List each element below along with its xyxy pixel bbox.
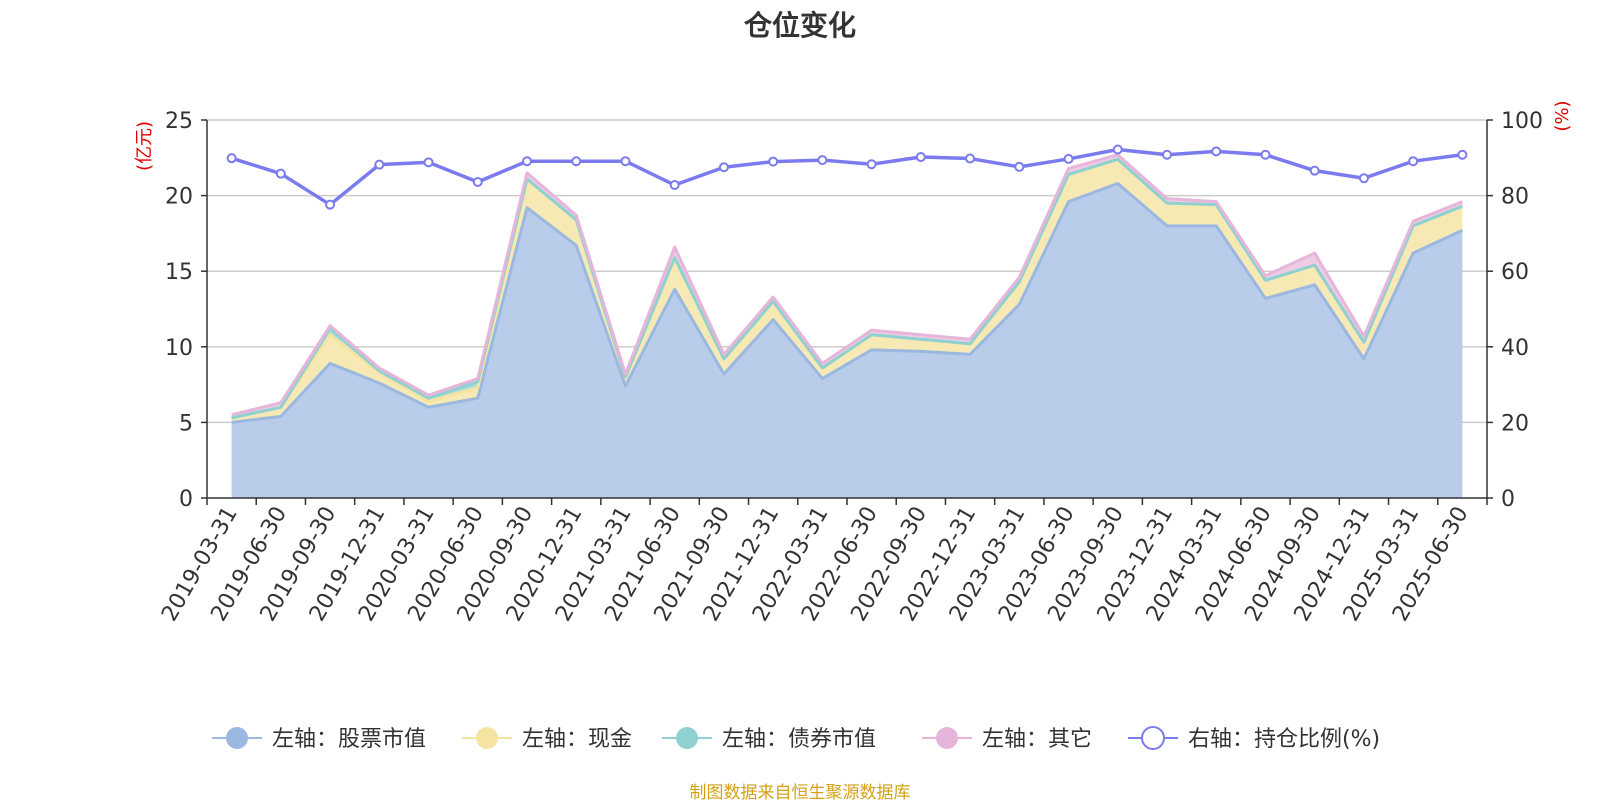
ratio-point-17 [1063, 153, 1074, 164]
ratio-point-12 [817, 155, 828, 166]
ratio-line [231, 147, 1463, 207]
legend-marker-3 [936, 727, 958, 749]
ratio-point-2 [325, 199, 336, 210]
ratio-point-10 [718, 162, 729, 173]
legend-marker-1 [476, 727, 498, 749]
y-left-tick-label-1: 5 [179, 411, 193, 436]
legend-marker-2 [676, 727, 698, 749]
y-left-tick-label-2: 10 [165, 336, 193, 361]
legend-label-3: 左轴：其它 [982, 727, 1092, 752]
ratio-point-7 [571, 156, 582, 167]
area-line-series-2 [231, 157, 1463, 420]
legend-label-1: 左轴：现金 [522, 727, 632, 752]
ratio-point-15 [965, 153, 976, 164]
area-series-0 [231, 183, 1463, 498]
legend-label-0: 左轴：股票市值 [272, 727, 426, 752]
y-left-tick-label-3: 15 [165, 260, 193, 285]
legend-label-4: 右轴：持仓比例(%) [1188, 727, 1380, 752]
ratio-point-6 [522, 156, 532, 167]
ratio-point-25 [1457, 149, 1468, 160]
ratio-point-14 [915, 152, 926, 163]
y-right-tick-label-0: 0 [1501, 487, 1515, 512]
y-left-tick-label-5: 25 [165, 109, 193, 134]
legend-marker-0 [226, 727, 248, 749]
legend-label-2: 左轴：债券市值 [722, 727, 876, 752]
ratio-point-0 [226, 153, 237, 164]
ratio-point-21 [1260, 149, 1271, 160]
ratio-point-9 [669, 180, 680, 191]
area-line-series-3 [231, 153, 1463, 417]
ratio-point-8 [620, 156, 631, 167]
chart-title: 仓位变化 [743, 9, 856, 42]
ratio-point-20 [1211, 146, 1222, 157]
y-right-tick-label-1: 20 [1501, 411, 1529, 436]
ratio-point-18 [1112, 144, 1123, 155]
ratio-point-16 [1014, 161, 1025, 172]
y-right-tick-label-4: 80 [1501, 185, 1529, 210]
y-right-unit: (%) [1552, 100, 1573, 131]
ratio-point-22 [1309, 165, 1320, 176]
ratio-point-11 [768, 156, 779, 167]
y-left-tick-label-0: 0 [179, 487, 193, 512]
ratio-point-23 [1358, 173, 1369, 184]
area-line-series-0 [231, 182, 1464, 424]
y-right-tick-label-3: 60 [1501, 260, 1529, 285]
ratio-point-24 [1408, 156, 1419, 167]
ratio-point-19 [1162, 149, 1172, 160]
ratio-point-3 [374, 159, 385, 170]
source-text: 制图数据来自恒生聚源数据库 [689, 783, 911, 803]
ratio-point-13 [866, 159, 877, 170]
y-left-unit: (亿元) [134, 121, 155, 171]
ratio-point-1 [275, 168, 286, 179]
y-left-tick-label-4: 20 [165, 185, 193, 210]
ratio-point-5 [472, 176, 483, 187]
legend-marker-4 [1141, 726, 1165, 750]
y-right-tick-label-5: 100 [1501, 109, 1543, 134]
ratio-point-4 [423, 157, 434, 168]
y-right-tick-label-2: 40 [1501, 336, 1529, 361]
